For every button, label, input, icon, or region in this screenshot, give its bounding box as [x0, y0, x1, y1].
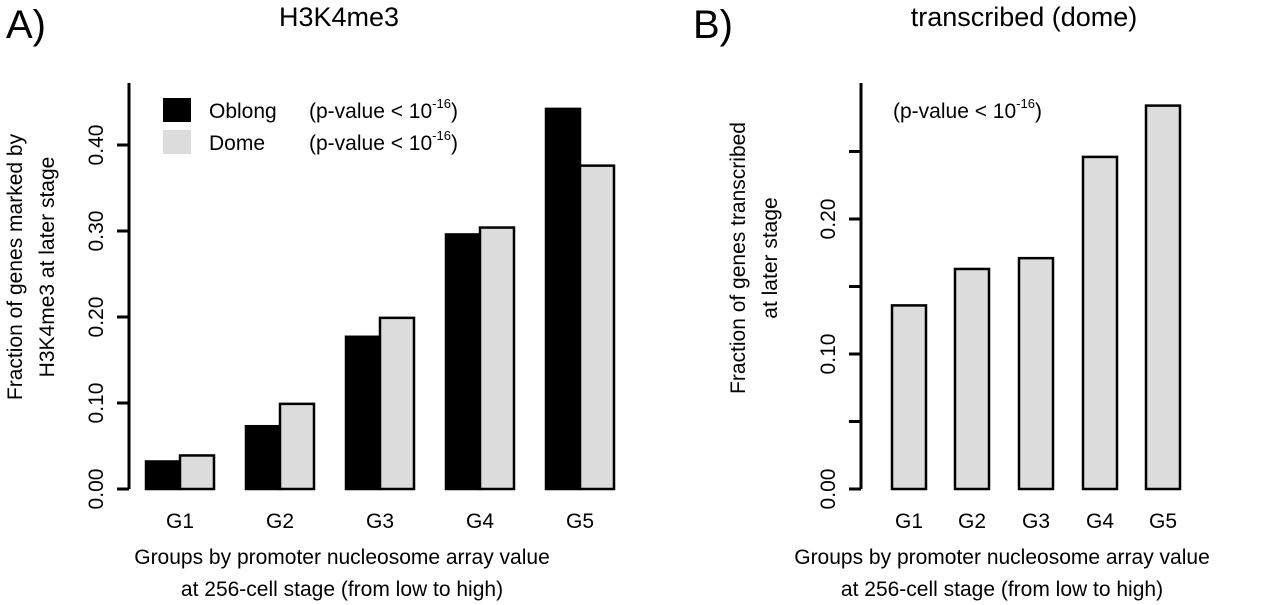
panel-b-xlabel-line2: at 256-cell stage (from low to high) — [841, 578, 1163, 601]
panel-a-category-label: G2 — [266, 510, 294, 533]
panel-a-y-tick-label: 0.20 — [85, 297, 108, 338]
panel-a-bar-dome-g1 — [178, 454, 216, 491]
panel-b-pvalue-annotation: (p-value < 10-16) — [893, 96, 1042, 123]
panel-b-bar-g4 — [1081, 155, 1119, 491]
panel-a-category-label: G3 — [366, 510, 394, 533]
panel-a-bar-oblong-g1 — [144, 460, 182, 491]
panel-a-bar-dome-g2 — [278, 402, 316, 491]
panel-b-category-label: G5 — [1149, 510, 1177, 533]
panel-a-y-tick-label: 0.00 — [85, 469, 108, 510]
panel-b-bar-g1 — [890, 304, 928, 491]
panel-b: B) transcribed (dome) Fraction of genes … — [693, 2, 1210, 601]
panel-a-bar-oblong-g4 — [444, 233, 482, 491]
panel-a-y-tick-label: 0.10 — [85, 383, 108, 424]
panel-a-xlabel-line1: Groups by promoter nucleosome array valu… — [134, 546, 550, 569]
panel-a-bars — [144, 107, 616, 491]
panel-b-category-label: G4 — [1086, 510, 1114, 533]
panel-b-xlabel-line1: Groups by promoter nucleosome array valu… — [794, 546, 1210, 569]
legend-label-dome: Dome — [209, 132, 265, 155]
legend-swatch-oblong — [163, 98, 191, 122]
panel-a-bar-dome-g3 — [378, 316, 416, 491]
panel-b-title: transcribed (dome) — [911, 2, 1138, 32]
panel-b-bars — [890, 104, 1182, 491]
panel-a-title: H3K4me3 — [279, 2, 399, 32]
panel-b-bar-g5 — [1144, 104, 1182, 491]
panel-b-letter: B) — [693, 3, 733, 47]
legend-item-oblong: Oblong (p-value < 10-16) — [163, 96, 458, 123]
panel-b-y-tick-label: 0.00 — [817, 469, 840, 510]
panel-a-ylabel-line2: H3K4me3 at later stage — [36, 157, 59, 378]
panel-a-bar-dome-g4 — [478, 226, 516, 491]
legend-label-oblong: Oblong — [209, 100, 277, 123]
panel-a-category-label: G4 — [466, 510, 494, 533]
panel-a-category-label: G5 — [566, 510, 594, 533]
panel-b-category-label: G1 — [895, 510, 923, 533]
panel-a-legend: Oblong (p-value < 10-16) Dome (p-value <… — [163, 96, 458, 155]
panel-a-letter: A) — [6, 3, 46, 47]
panel-a-y-axis: 0.00 0.10 0.20 0.30 0.40 — [85, 83, 131, 510]
panel-a: A) H3K4me3 Fraction of genes marked by H… — [4, 2, 616, 601]
panel-b-category-label: G2 — [958, 510, 986, 533]
panel-a-category-label: G1 — [166, 510, 194, 533]
panel-b-bar-g3 — [1017, 256, 1055, 491]
panel-a-bar-oblong-g5 — [544, 107, 582, 491]
legend-swatch-dome — [163, 130, 191, 154]
panel-a-xlabel-line2: at 256-cell stage (from low to high) — [181, 578, 503, 601]
panel-a-category-labels: G1 G2 G3 G4 G5 — [166, 510, 594, 533]
panel-b-ylabel-line1: Fraction of genes transcribed — [727, 122, 750, 394]
panel-a-bar-oblong-g2 — [244, 424, 282, 491]
panel-b-ylabel-line2: at later stage — [759, 197, 782, 318]
panel-b-y-axis: 0.00 0.10 0.20 — [817, 83, 863, 510]
panel-a-ylabel-line1: Fraction of genes marked by — [4, 133, 27, 400]
panel-b-category-labels: G1 G2 G3 G4 G5 — [895, 510, 1177, 533]
panel-a-bar-dome-g5 — [578, 164, 616, 491]
panel-a-y-tick-label: 0.40 — [85, 125, 108, 166]
panel-b-y-tick-label: 0.10 — [817, 334, 840, 375]
panel-a-bar-oblong-g3 — [344, 335, 382, 491]
legend-item-dome: Dome (p-value < 10-16) — [163, 128, 458, 155]
panel-b-y-tick-label: 0.20 — [817, 199, 840, 240]
legend-pvalue-oblong: (p-value < 10-16) — [309, 96, 458, 123]
legend-pvalue-dome: (p-value < 10-16) — [309, 128, 458, 155]
panel-b-category-label: G3 — [1022, 510, 1050, 533]
panel-a-y-tick-label: 0.30 — [85, 211, 108, 252]
panel-b-bar-g2 — [953, 267, 991, 491]
